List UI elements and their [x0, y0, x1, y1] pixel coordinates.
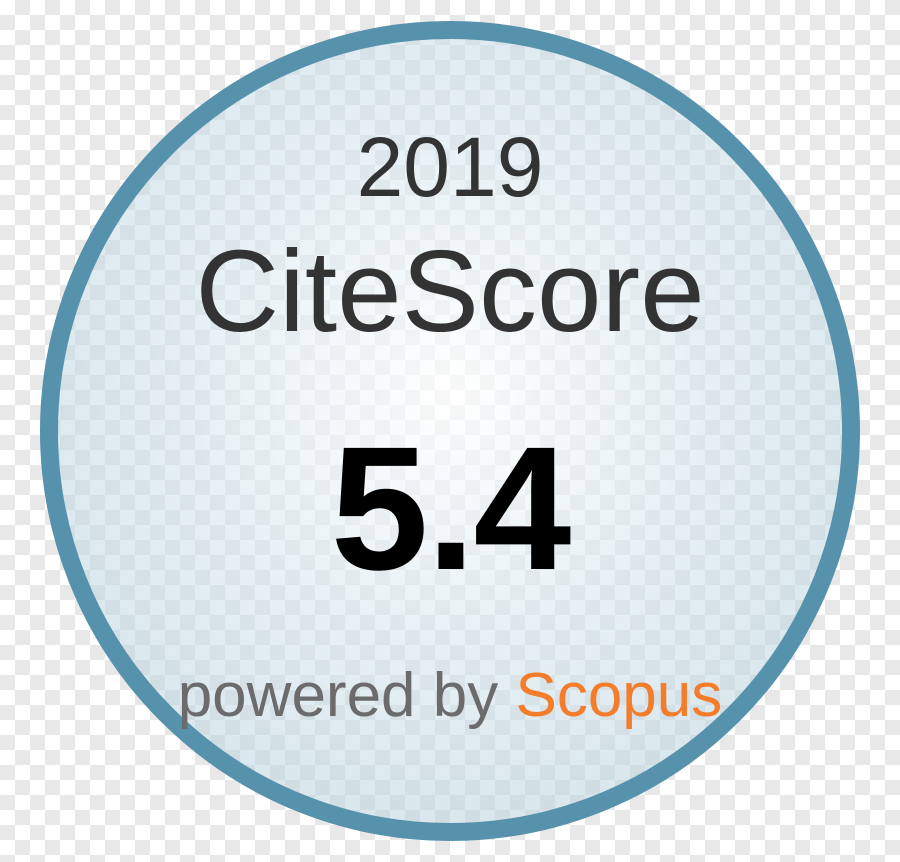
brand-name: Scopus: [515, 661, 722, 730]
title-label: CiteScore: [195, 224, 704, 358]
powered-by-line: powered by Scopus: [178, 660, 723, 731]
year-label: 2019: [357, 119, 544, 216]
citescore-badge: 2019 CiteScore 5.4 powered by Scopus: [40, 21, 860, 841]
powered-by-text: powered by: [178, 661, 516, 730]
score-value: 5.4: [331, 408, 570, 610]
